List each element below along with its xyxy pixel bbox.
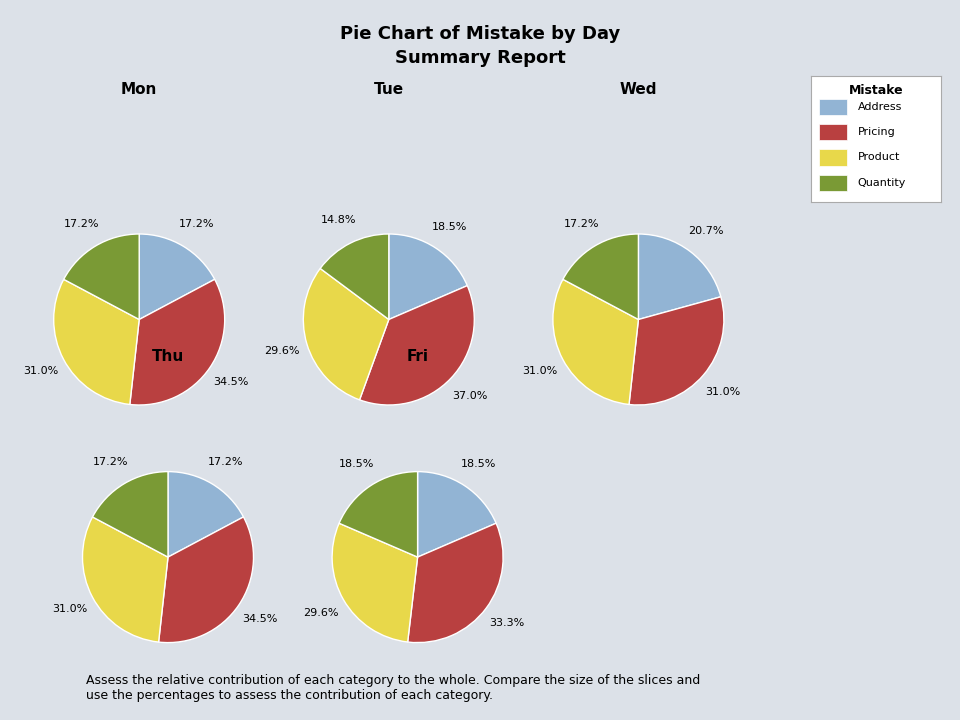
Text: Address: Address <box>858 102 902 112</box>
Text: 18.5%: 18.5% <box>339 459 374 469</box>
Text: Tue: Tue <box>373 82 404 97</box>
Wedge shape <box>168 472 244 557</box>
Wedge shape <box>418 472 496 557</box>
Text: Thu: Thu <box>152 348 184 364</box>
Wedge shape <box>54 279 139 405</box>
Text: 37.0%: 37.0% <box>452 391 488 401</box>
Text: 31.0%: 31.0% <box>52 604 87 614</box>
Text: 17.2%: 17.2% <box>93 456 129 467</box>
Bar <box>819 99 848 115</box>
Text: 31.0%: 31.0% <box>23 366 59 377</box>
Text: Mistake: Mistake <box>849 84 903 97</box>
Text: 29.6%: 29.6% <box>265 346 300 356</box>
Text: Pie Chart of Mistake by Day
Summary Report: Pie Chart of Mistake by Day Summary Repo… <box>340 25 620 67</box>
Text: Quantity: Quantity <box>858 178 906 188</box>
Text: 17.2%: 17.2% <box>564 219 599 229</box>
Wedge shape <box>360 286 474 405</box>
Wedge shape <box>553 279 638 405</box>
Text: 18.5%: 18.5% <box>461 459 496 469</box>
Text: 17.2%: 17.2% <box>64 219 100 229</box>
Text: Fri: Fri <box>407 348 428 364</box>
Text: Mon: Mon <box>121 82 157 97</box>
Wedge shape <box>408 523 503 642</box>
Text: 34.5%: 34.5% <box>213 377 249 387</box>
Wedge shape <box>158 517 253 642</box>
Text: 17.2%: 17.2% <box>179 219 214 229</box>
Bar <box>819 174 848 191</box>
Text: 14.8%: 14.8% <box>322 215 357 225</box>
Text: 20.7%: 20.7% <box>688 226 724 236</box>
Text: 29.6%: 29.6% <box>303 608 339 618</box>
Text: Assess the relative contribution of each category to the whole. Compare the size: Assess the relative contribution of each… <box>86 674 701 702</box>
Bar <box>819 124 848 140</box>
Text: 31.0%: 31.0% <box>706 387 740 397</box>
Text: 34.5%: 34.5% <box>242 614 277 624</box>
Wedge shape <box>629 297 724 405</box>
Text: 17.2%: 17.2% <box>207 456 243 467</box>
Wedge shape <box>389 234 468 320</box>
Wedge shape <box>92 472 168 557</box>
Text: Product: Product <box>858 153 900 163</box>
Text: 31.0%: 31.0% <box>522 366 558 377</box>
Wedge shape <box>63 234 139 320</box>
Wedge shape <box>332 523 418 642</box>
Wedge shape <box>321 234 389 320</box>
Wedge shape <box>83 517 168 642</box>
Text: Pricing: Pricing <box>858 127 896 138</box>
Wedge shape <box>130 279 225 405</box>
Wedge shape <box>638 234 721 320</box>
Bar <box>819 149 848 166</box>
Text: Wed: Wed <box>619 82 658 97</box>
Wedge shape <box>339 472 418 557</box>
Wedge shape <box>303 269 389 400</box>
Wedge shape <box>139 234 215 320</box>
Wedge shape <box>563 234 638 320</box>
Text: 18.5%: 18.5% <box>432 222 468 232</box>
Text: 33.3%: 33.3% <box>490 618 524 629</box>
